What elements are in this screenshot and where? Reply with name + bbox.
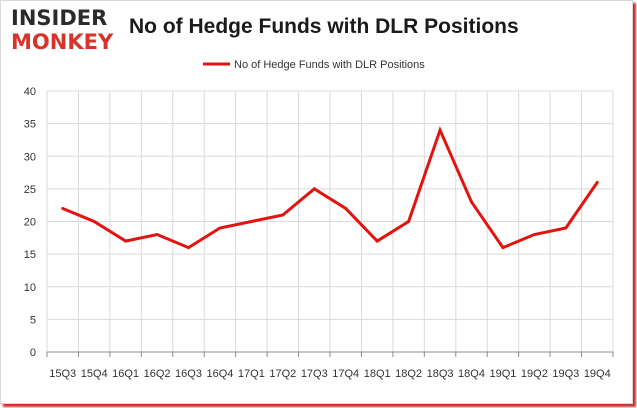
x-tick-label: 16Q4	[206, 368, 233, 380]
x-tick-label: 18Q4	[458, 368, 485, 380]
data-point	[375, 239, 379, 243]
y-tick-label: 25	[24, 184, 36, 196]
data-point	[595, 180, 599, 184]
y-tick-label: 10	[24, 282, 36, 294]
x-tick-label: 15Q4	[81, 368, 108, 380]
chart-title: No of Hedge Funds with DLR Positions	[129, 15, 519, 38]
x-tick-label: 19Q3	[552, 368, 579, 380]
data-point	[249, 220, 253, 223]
x-tick-label: 17Q4	[332, 368, 359, 380]
data-point	[501, 246, 505, 250]
x-tick-label: 17Q2	[269, 368, 296, 380]
logo-line-2: MONKEY	[11, 30, 114, 54]
x-tick-label: 17Q1	[238, 368, 265, 380]
x-tick-label: 18Q3	[427, 368, 454, 380]
y-tick-label: 5	[30, 314, 36, 326]
x-tick-label: 16Q2	[144, 368, 171, 380]
data-point	[61, 206, 65, 210]
data-point	[564, 226, 568, 230]
y-tick-label: 40	[24, 86, 36, 98]
data-point	[470, 200, 473, 204]
data-point	[155, 233, 159, 237]
y-tick-label: 30	[24, 151, 36, 163]
x-tick-label: 19Q4	[584, 368, 611, 380]
y-tick-label: 35	[24, 119, 36, 131]
data-point	[312, 187, 316, 191]
x-tick-label: 18Q1	[364, 368, 391, 380]
y-tick-label: 0	[30, 347, 36, 359]
legend-label: No of Hedge Funds with DLR Positions	[234, 59, 425, 71]
y-tick-label: 15	[24, 249, 36, 261]
x-tick-label: 19Q2	[521, 368, 548, 380]
data-point	[92, 220, 96, 223]
data-point	[218, 226, 222, 230]
data-point	[407, 220, 411, 223]
x-tick-label: 19Q1	[489, 368, 516, 380]
x-tick-label: 18Q2	[395, 368, 422, 380]
data-point	[124, 239, 128, 243]
data-point	[281, 213, 285, 217]
insider-monkey-logo: INSIDER MONKEY	[11, 7, 119, 57]
data-point	[187, 246, 190, 250]
data-point	[344, 206, 348, 210]
data-point	[532, 233, 536, 237]
series-line	[62, 126, 599, 250]
x-tick-label: 15Q3	[49, 368, 76, 380]
data-point	[438, 128, 442, 132]
y-tick-label: 20	[24, 217, 36, 229]
x-tick-label: 16Q3	[175, 368, 202, 380]
x-tick-label: 16Q1	[112, 368, 139, 380]
logo-line-1: INSIDER	[11, 6, 108, 30]
x-tick-label: 17Q3	[301, 368, 328, 380]
